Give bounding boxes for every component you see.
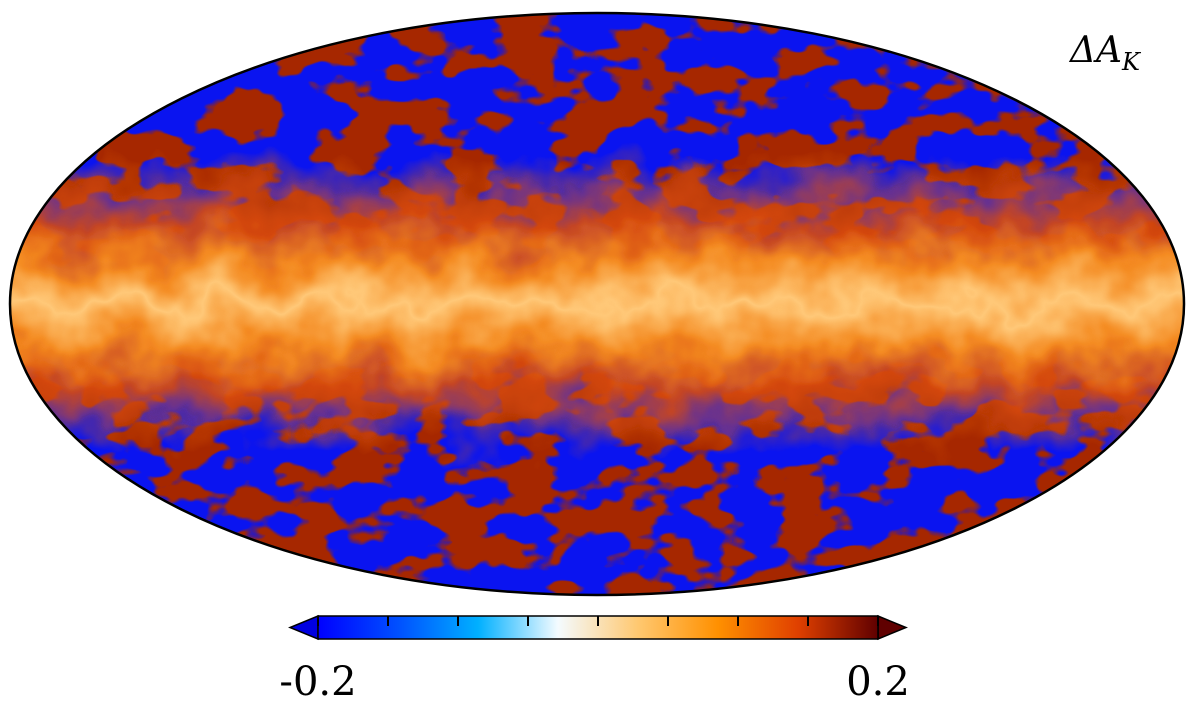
colorbar-tick-label: -0.2	[279, 659, 356, 703]
map-outline	[8, 11, 1186, 597]
map-label: ΔAK	[1068, 30, 1142, 76]
label-main: ΔA	[1068, 30, 1122, 71]
colorbar-under	[288, 614, 319, 641]
colorbar-over	[877, 614, 908, 641]
sky-map	[10, 13, 1184, 595]
label-subscript: K	[1121, 48, 1142, 76]
colorbar-tick-label: 0.2	[846, 659, 910, 703]
colorbar: -0.2 0.2	[279, 614, 910, 703]
